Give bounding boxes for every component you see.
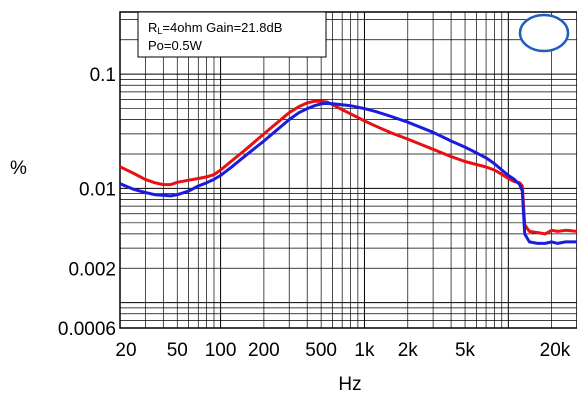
annotation-line-1: RL=4ohm Gain=21.8dB [148,20,282,36]
x-tick-label: 50 [167,340,188,361]
x-tick-label: 200 [248,340,280,361]
y-tick-label: 0.0006 [58,319,116,340]
x-tick-label: 20 [115,340,136,361]
x-tick-labels: 20 50 100 200 500 1k 2k 5k 20k [115,340,570,361]
x-tick-label: 1k [354,340,375,361]
y-tick-labels: 0.1 0.01 0.002 0.0006 [58,65,116,340]
annotation-line-2: Po=0.5W [148,38,203,53]
x-tick-label: 100 [205,340,237,361]
x-tick-label: 2k [398,340,419,361]
x-tick-label: 500 [305,340,337,361]
annotation-box: RL=4ohm Gain=21.8dB Po=0.5W [137,11,327,58]
y-axis-label: % [10,158,27,179]
plot-frame [119,11,577,329]
y-tick-label: 0.01 [79,179,116,200]
series-line-2 [119,101,577,245]
ap-logo [518,13,570,53]
grid [119,12,577,329]
series-group [119,99,577,245]
x-axis-label: Hz [338,374,361,395]
x-tick-label: 5k [455,340,476,361]
y-tick-label: 0.002 [68,259,116,280]
x-tick-label: 20k [540,340,571,361]
y-tick-label: 0.1 [90,65,116,86]
